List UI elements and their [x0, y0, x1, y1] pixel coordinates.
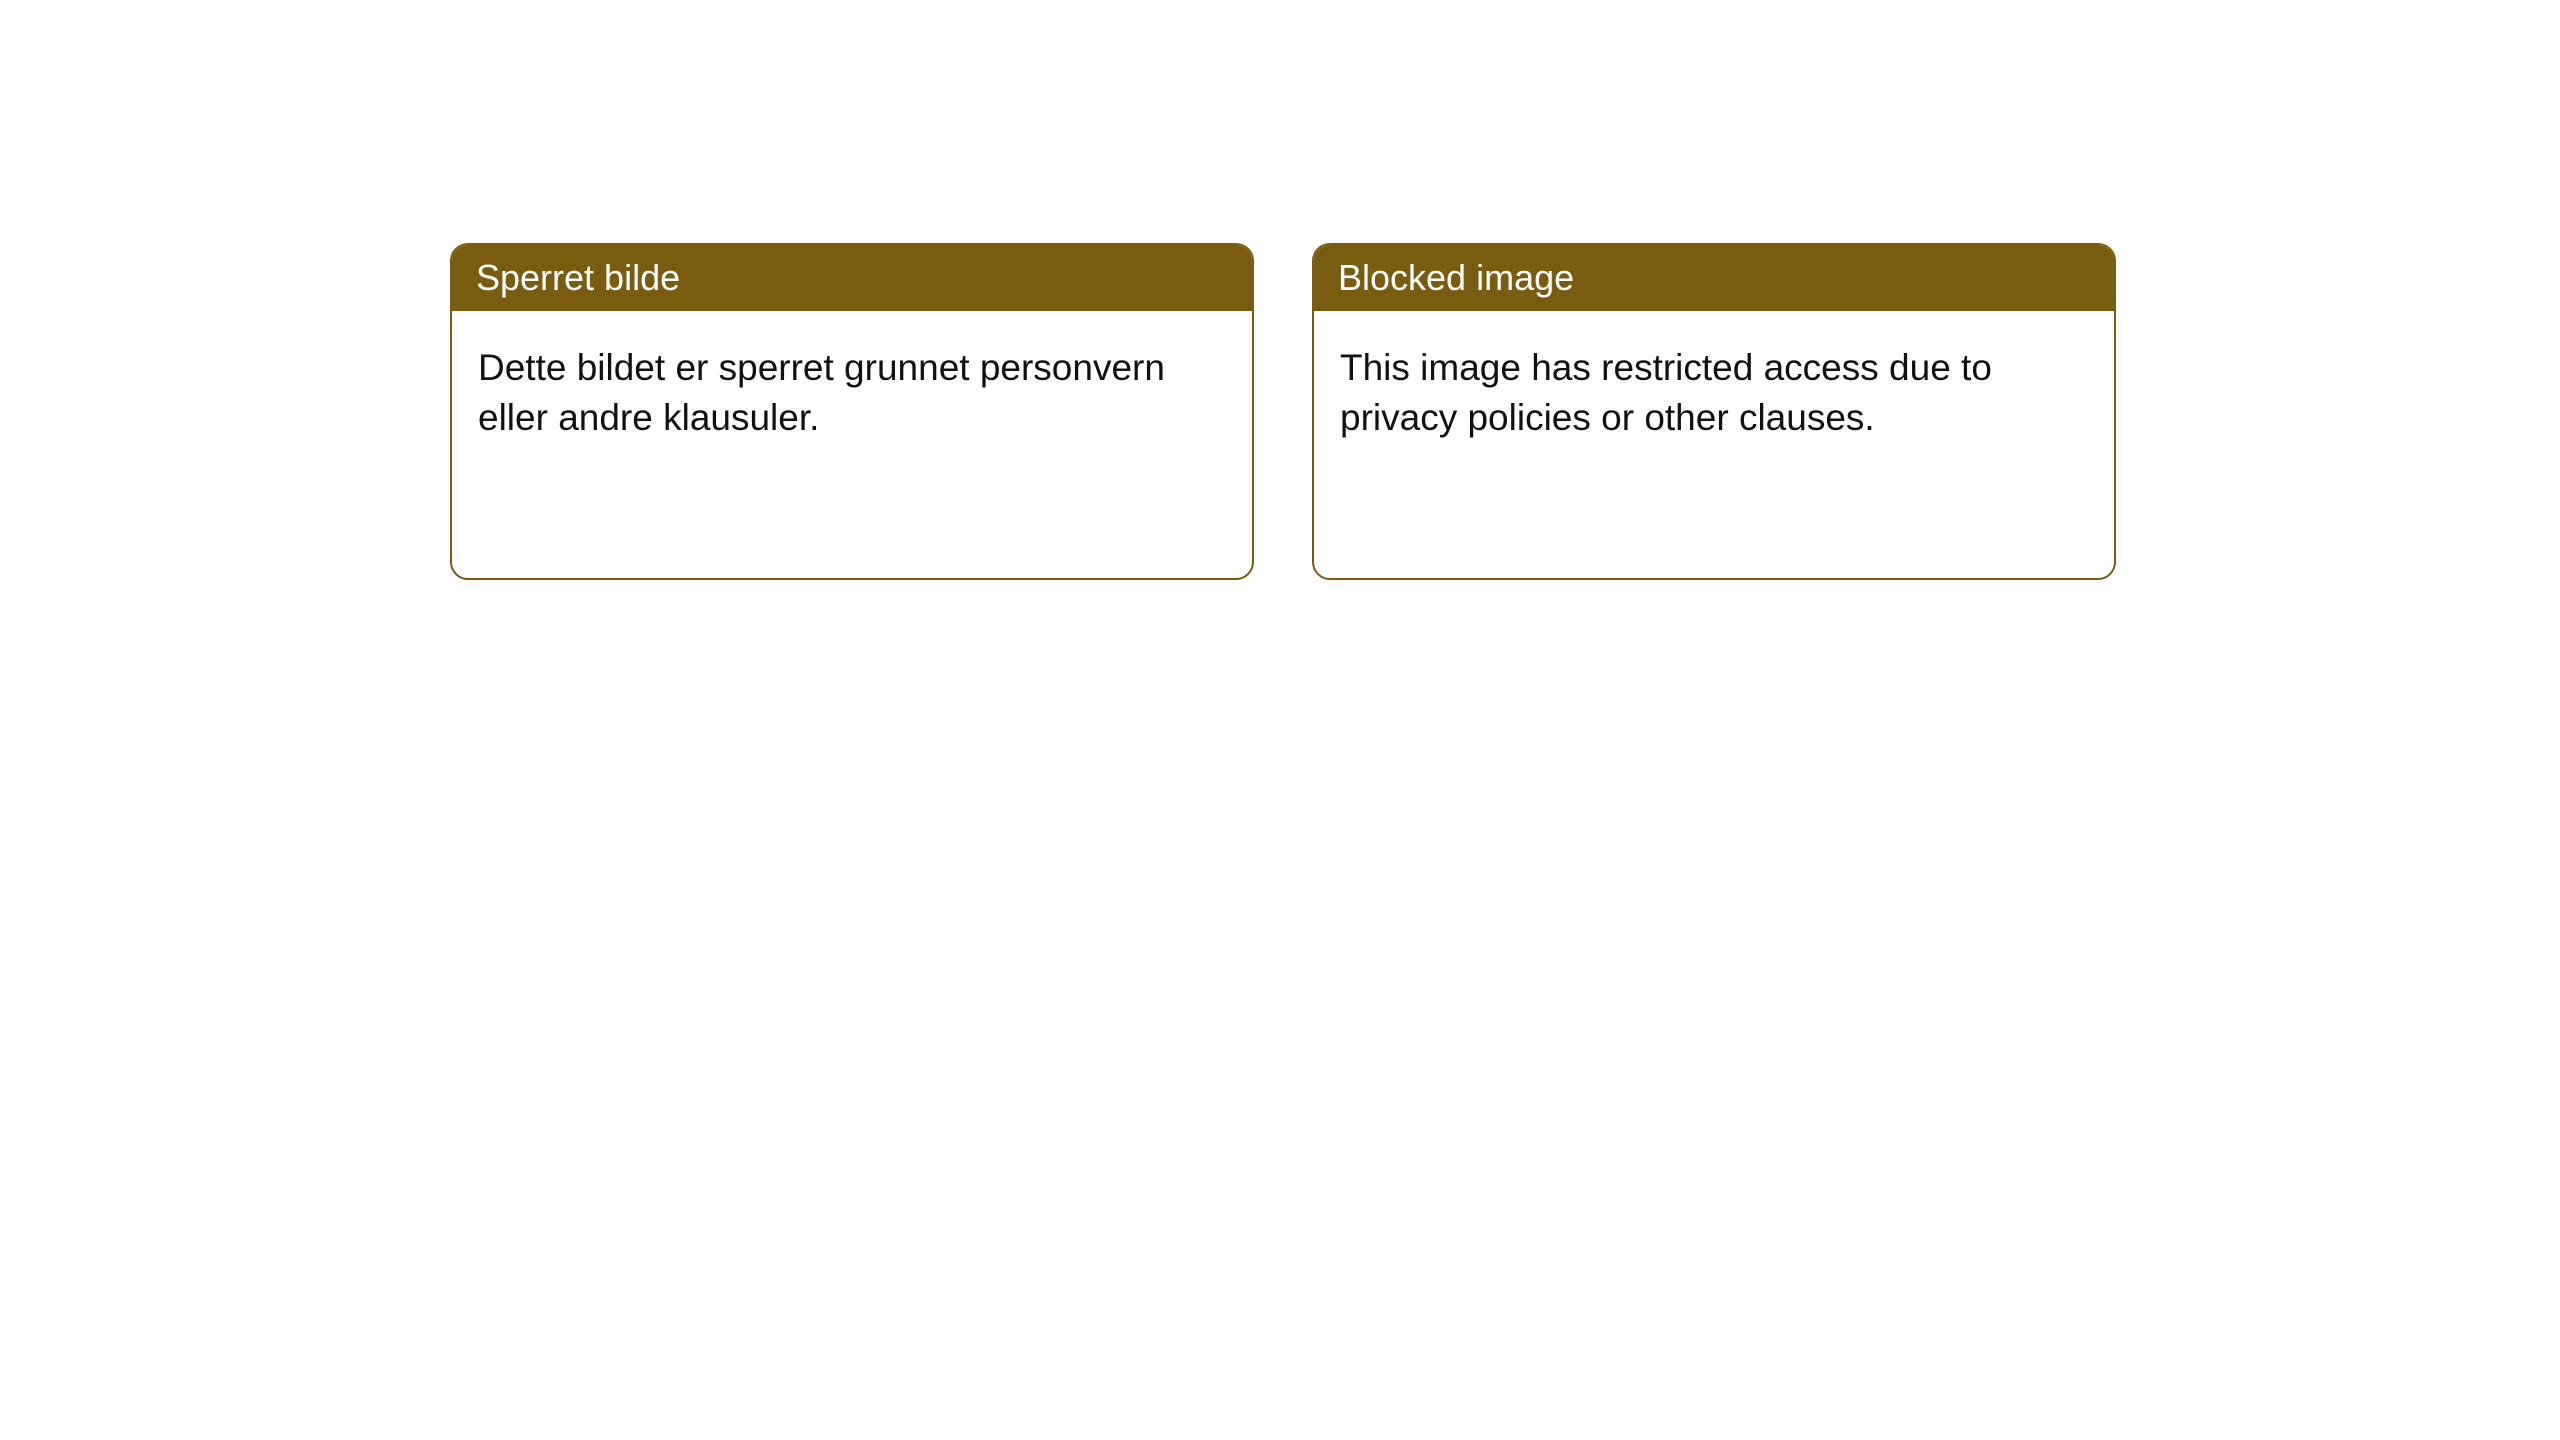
notice-title: Sperret bilde — [476, 257, 680, 298]
notice-message: Dette bildet er sperret grunnet personve… — [478, 347, 1165, 438]
notice-message: This image has restricted access due to … — [1340, 347, 1992, 438]
notice-header: Blocked image — [1314, 245, 2114, 311]
notice-card-english: Blocked image This image has restricted … — [1312, 243, 2116, 580]
notice-card-norwegian: Sperret bilde Dette bildet er sperret gr… — [450, 243, 1254, 580]
notice-body: Dette bildet er sperret grunnet personve… — [452, 311, 1252, 475]
blocked-image-notices: Sperret bilde Dette bildet er sperret gr… — [450, 243, 2116, 580]
notice-header: Sperret bilde — [452, 245, 1252, 311]
notice-body: This image has restricted access due to … — [1314, 311, 2114, 475]
notice-title: Blocked image — [1338, 257, 1574, 298]
